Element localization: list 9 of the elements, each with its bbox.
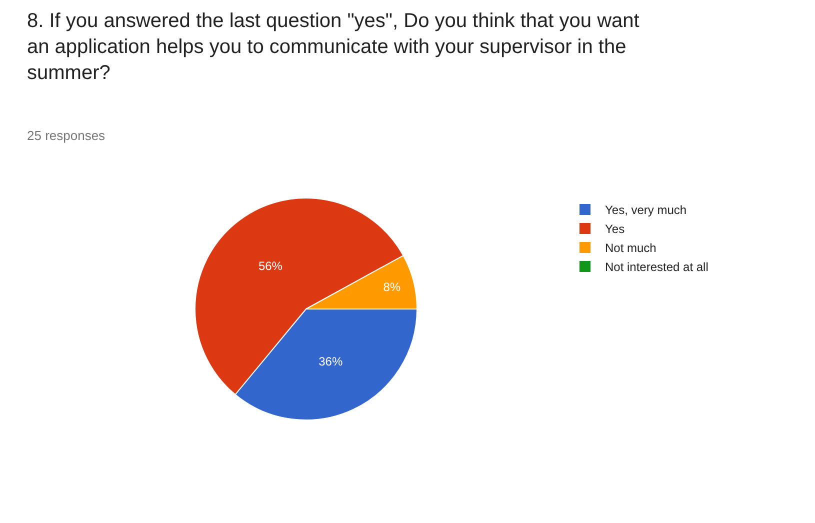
legend-label: Not interested at all	[605, 260, 708, 274]
legend-label: Yes	[605, 222, 625, 236]
legend-label: Yes, very much	[605, 203, 687, 218]
data-label: 36%	[318, 354, 343, 369]
data-label: 56%	[258, 259, 283, 274]
chart-title: 8. If you answered the last question "yes", Do you think that you want an application helps you to communicate with your supervisor in the summer?	[27, 10, 640, 84]
data-label: 8%	[383, 280, 401, 294]
text: 25 responses	[27, 128, 106, 143]
legend-label: Not much	[605, 241, 656, 256]
